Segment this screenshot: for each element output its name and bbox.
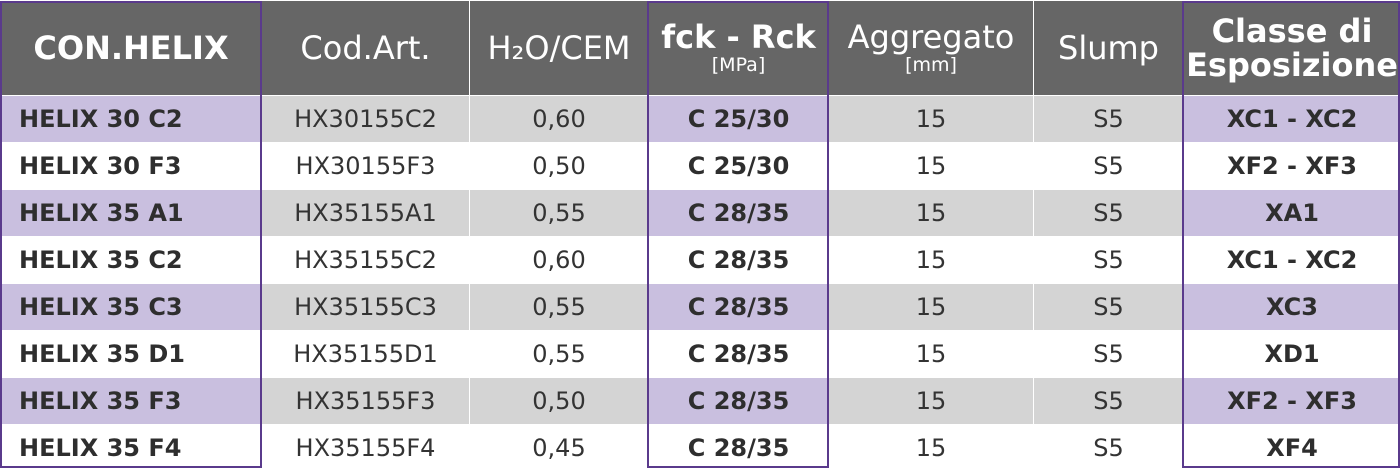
cell-aggregate: 15 (828, 95, 1034, 143)
table-row: HELIX 30 C2 HX30155C2 0,60 C 25/30 15 S5 XC1 -… (0, 95, 1400, 143)
header-classe-line2: Esposizione (1186, 46, 1398, 84)
cell-aggregate: 15 (828, 377, 1034, 425)
cell-code: HX35155A1 (261, 189, 470, 237)
cell-name: HELIX 35 D1 (0, 330, 262, 378)
cell-code: HX30155F3 (261, 142, 470, 190)
table-row: HELIX 35 D1 HX35155D1 0,55 C 28/35 15 S5 XD1 (0, 330, 1400, 378)
table-row: HELIX 35 F3 HX35155F3 0,50 C 28/35 15 S5 XF2 -… (0, 377, 1400, 425)
table-row: HELIX 35 C3 HX35155C3 0,55 C 28/35 15 S5 XC3 (0, 283, 1400, 331)
table-row: HELIX 30 F3 HX30155F3 0,50 C 25/30 15 S5 XF2 -… (0, 142, 1400, 190)
cell-strength: C 28/35 (648, 377, 829, 425)
cell-code: HX30155C2 (261, 95, 470, 143)
cell-aggregate: 15 (828, 283, 1034, 331)
cell-exposure: XA1 (1183, 189, 1400, 237)
cell-ratio: 0,60 (469, 95, 649, 143)
cell-aggregate: 15 (828, 424, 1034, 472)
table-row: HELIX 35 A1 HX35155A1 0,55 C 28/35 15 S5 XA1 (0, 189, 1400, 237)
header-fck-rck: fck - Rck [MPa] (648, 0, 829, 96)
cell-aggregate: 15 (828, 330, 1034, 378)
table-header: CON.HELIX Cod.Art. H₂O/CEM fck - Rck [MP… (0, 0, 1400, 96)
cell-name: HELIX 35 A1 (0, 189, 262, 237)
cell-slump: S5 (1033, 330, 1184, 378)
table-row: HELIX 35 C2 HX35155C2 0,60 C 28/35 15 S5 XC1 -… (0, 236, 1400, 284)
cell-slump: S5 (1033, 236, 1184, 284)
cell-ratio: 0,50 (469, 377, 649, 425)
cell-strength: C 28/35 (648, 330, 829, 378)
header-aggregato: Aggregato [mm] (828, 0, 1034, 96)
header-aggregato-unit: [mm] (905, 54, 957, 76)
cell-name: HELIX 35 F4 (0, 424, 262, 472)
header-classe-line1: Classe di (1211, 12, 1373, 50)
header-slump: Slump (1033, 0, 1184, 96)
header-aggregato-label: Aggregato (847, 18, 1015, 56)
cell-strength: C 25/30 (648, 142, 829, 190)
cell-ratio: 0,55 (469, 189, 649, 237)
header-h2o-cem: H₂O/CEM (469, 0, 649, 96)
cell-slump: S5 (1033, 95, 1184, 143)
cell-exposure: XC3 (1183, 283, 1400, 331)
cell-strength: C 25/30 (648, 95, 829, 143)
cell-code: HX35155C2 (261, 236, 470, 284)
cell-aggregate: 15 (828, 236, 1034, 284)
cell-slump: S5 (1033, 142, 1184, 190)
cell-name: HELIX 35 F3 (0, 377, 262, 425)
cell-name: HELIX 30 F3 (0, 142, 262, 190)
cell-slump: S5 (1033, 189, 1184, 237)
cell-slump: S5 (1033, 377, 1184, 425)
header-row: CON.HELIX Cod.Art. H₂O/CEM fck - Rck [MP… (0, 0, 1400, 96)
cell-exposure: XD1 (1183, 330, 1400, 378)
cell-code: HX35155D1 (261, 330, 470, 378)
cell-ratio: 0,55 (469, 283, 649, 331)
cell-strength: C 28/35 (648, 283, 829, 331)
header-cod-art: Cod.Art. (261, 0, 470, 96)
cell-strength: C 28/35 (648, 189, 829, 237)
cell-aggregate: 15 (828, 189, 1034, 237)
cell-ratio: 0,50 (469, 142, 649, 190)
header-con-helix: CON.HELIX (0, 0, 262, 96)
header-classe-esposizione: Classe di Esposizione (1183, 0, 1400, 96)
cell-exposure: XF2 - XF3 (1183, 142, 1400, 190)
cell-code: HX35155F3 (261, 377, 470, 425)
cell-name: HELIX 35 C2 (0, 236, 262, 284)
cell-code: HX35155F4 (261, 424, 470, 472)
cell-name: HELIX 30 C2 (0, 95, 262, 143)
cell-aggregate: 15 (828, 142, 1034, 190)
cell-ratio: 0,45 (469, 424, 649, 472)
cell-exposure: XC1 - XC2 (1183, 95, 1400, 143)
cell-slump: S5 (1033, 283, 1184, 331)
cell-ratio: 0,55 (469, 330, 649, 378)
cell-ratio: 0,60 (469, 236, 649, 284)
cell-exposure: XF2 - XF3 (1183, 377, 1400, 425)
table-row: HELIX 35 F4 HX35155F4 0,45 C 28/35 15 S5 XF4 (0, 424, 1400, 472)
cell-exposure: XC1 - XC2 (1183, 236, 1400, 284)
header-fck-rck-unit: [MPa] (711, 54, 766, 76)
cell-name: HELIX 35 C3 (0, 283, 262, 331)
cell-exposure: XF4 (1183, 424, 1400, 472)
header-fck-rck-label: fck - Rck (661, 18, 816, 56)
cell-slump: S5 (1033, 424, 1184, 472)
cell-strength: C 28/35 (648, 236, 829, 284)
cell-strength: C 28/35 (648, 424, 829, 472)
cell-code: HX35155C3 (261, 283, 470, 331)
table-body: HELIX 30 C2 HX30155C2 0,60 C 25/30 15 S5 XC1 -… (0, 95, 1400, 472)
